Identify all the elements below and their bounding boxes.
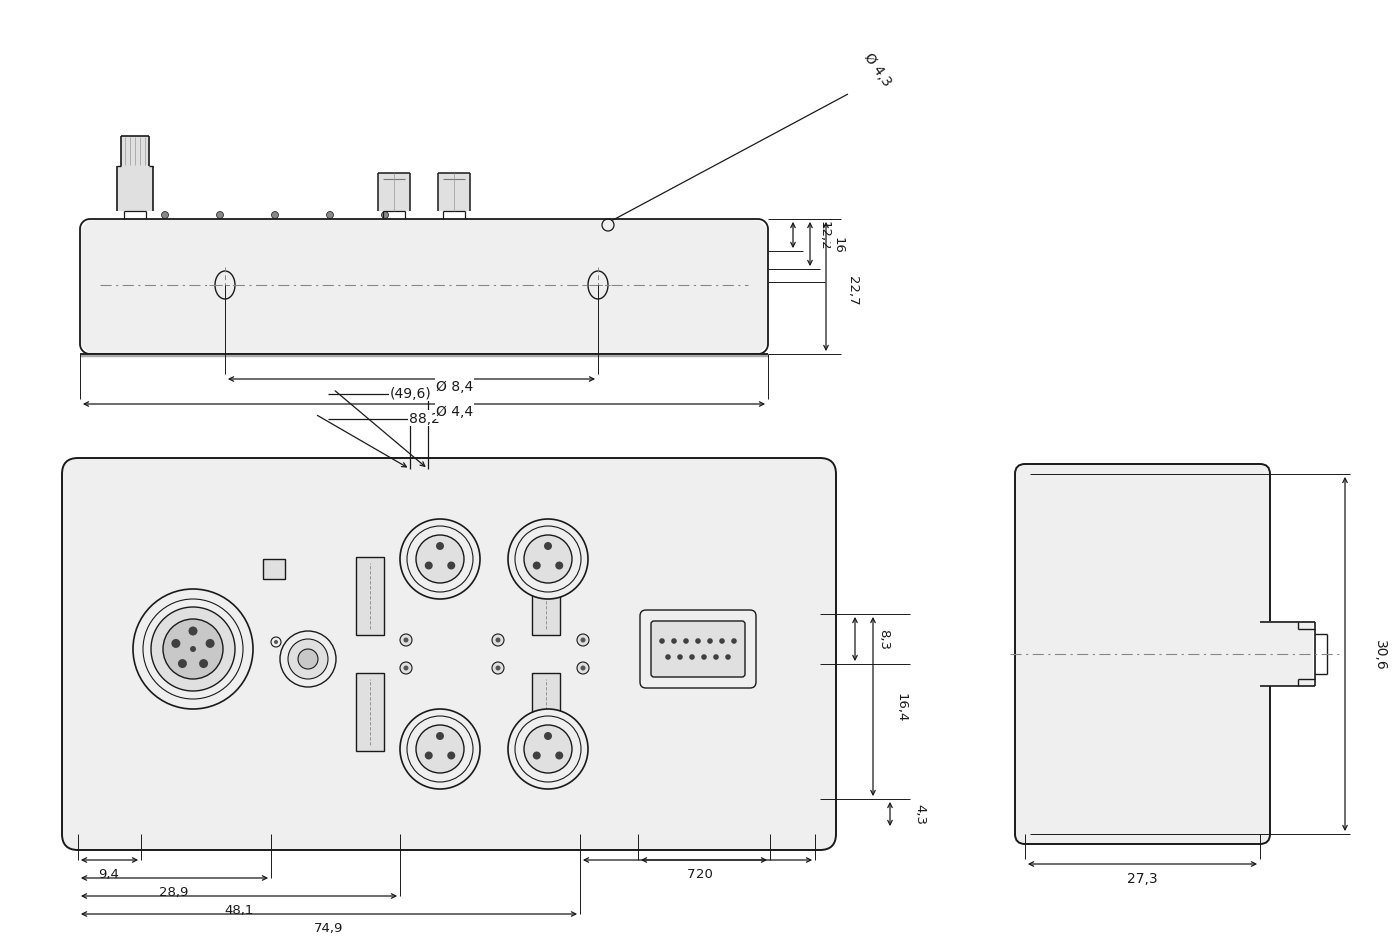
Circle shape <box>403 666 408 671</box>
Text: 48,1: 48,1 <box>224 903 254 917</box>
Circle shape <box>544 733 552 740</box>
Circle shape <box>683 638 689 644</box>
Text: 88,2: 88,2 <box>408 412 439 426</box>
Circle shape <box>190 647 197 652</box>
Circle shape <box>206 639 215 649</box>
Text: 12,2: 12,2 <box>818 221 831 250</box>
Circle shape <box>298 649 318 669</box>
Circle shape <box>188 627 198 636</box>
Circle shape <box>289 639 328 680</box>
Polygon shape <box>117 137 153 211</box>
Circle shape <box>382 212 389 219</box>
Circle shape <box>555 562 563 570</box>
Circle shape <box>696 638 701 644</box>
Circle shape <box>400 709 480 789</box>
Circle shape <box>507 709 588 789</box>
Text: 22,7: 22,7 <box>846 276 859 306</box>
Circle shape <box>580 638 585 643</box>
Text: Ø 4,4: Ø 4,4 <box>436 405 473 418</box>
Circle shape <box>524 535 572 583</box>
Circle shape <box>719 638 725 644</box>
FancyBboxPatch shape <box>651 621 744 677</box>
Bar <box>355 557 383 635</box>
Text: 9,4: 9,4 <box>99 868 120 881</box>
Circle shape <box>162 212 169 219</box>
Circle shape <box>216 212 223 219</box>
Circle shape <box>447 751 456 760</box>
Circle shape <box>701 654 707 660</box>
Circle shape <box>714 654 719 660</box>
Text: 27,3: 27,3 <box>1126 871 1157 885</box>
Circle shape <box>577 634 590 647</box>
Bar <box>533 557 560 635</box>
Circle shape <box>425 562 432 570</box>
Circle shape <box>492 634 505 647</box>
Polygon shape <box>79 220 768 355</box>
Circle shape <box>400 663 413 674</box>
Circle shape <box>507 519 588 599</box>
Circle shape <box>555 751 563 760</box>
Circle shape <box>151 607 236 691</box>
Bar <box>378 174 410 211</box>
Circle shape <box>403 638 408 643</box>
Circle shape <box>280 632 336 687</box>
Circle shape <box>689 654 694 660</box>
Circle shape <box>492 663 505 674</box>
Text: Ø 4,3: Ø 4,3 <box>861 51 895 89</box>
Circle shape <box>732 638 737 644</box>
Bar <box>1257 621 1313 686</box>
Circle shape <box>659 638 665 644</box>
Circle shape <box>524 725 572 773</box>
Circle shape <box>677 654 683 660</box>
Circle shape <box>425 751 432 760</box>
Circle shape <box>400 634 413 647</box>
Circle shape <box>577 663 590 674</box>
Circle shape <box>725 654 730 660</box>
Circle shape <box>163 619 223 680</box>
Circle shape <box>533 751 541 760</box>
Circle shape <box>199 659 208 668</box>
Bar <box>533 673 560 751</box>
Circle shape <box>415 535 464 583</box>
Text: Ø 8,4: Ø 8,4 <box>436 379 473 394</box>
Bar <box>438 174 470 211</box>
Circle shape <box>707 638 712 644</box>
FancyBboxPatch shape <box>640 611 756 688</box>
Circle shape <box>533 562 541 570</box>
Circle shape <box>178 659 187 668</box>
Circle shape <box>436 543 445 550</box>
Text: 74,9: 74,9 <box>314 921 344 935</box>
Circle shape <box>495 666 500 671</box>
Text: 8,3: 8,3 <box>877 629 889 649</box>
Text: 16: 16 <box>832 236 845 253</box>
Text: 16,4: 16,4 <box>895 693 907 722</box>
Circle shape <box>415 725 464 773</box>
Circle shape <box>447 562 456 570</box>
Circle shape <box>272 212 279 219</box>
Text: 28,9: 28,9 <box>159 885 188 899</box>
Circle shape <box>275 640 277 645</box>
Text: 30,6: 30,6 <box>1373 639 1387 669</box>
Bar <box>355 673 383 751</box>
Circle shape <box>400 519 480 599</box>
Circle shape <box>171 639 180 649</box>
FancyBboxPatch shape <box>61 459 836 851</box>
Bar <box>263 560 284 580</box>
Circle shape <box>436 733 445 740</box>
Circle shape <box>495 638 500 643</box>
Text: (49,6): (49,6) <box>390 387 432 400</box>
Text: 4,3: 4,3 <box>913 803 926 825</box>
Text: 20: 20 <box>696 868 712 881</box>
Text: 7,2: 7,2 <box>686 868 708 881</box>
Circle shape <box>665 654 671 660</box>
Circle shape <box>326 212 333 219</box>
FancyBboxPatch shape <box>1015 464 1270 844</box>
Circle shape <box>544 543 552 550</box>
Circle shape <box>132 589 252 709</box>
Circle shape <box>580 666 585 671</box>
Circle shape <box>671 638 677 644</box>
